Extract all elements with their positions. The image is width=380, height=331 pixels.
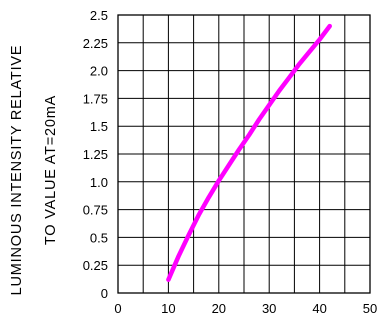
y-tick-label: 2.25 [83,36,108,51]
y-axis-label-line: TO VALUE AT=20mA [43,95,59,245]
y-tick-label: 0.75 [83,203,108,218]
y-tick-label: 0.5 [90,230,108,245]
y-tick-label: 1.5 [90,119,108,134]
x-tick-label: 10 [161,301,175,316]
plot-frame [117,14,371,294]
y-tick-label: 1.0 [90,175,108,190]
y-tick-label: 0 [101,286,108,301]
y-tick-labels: 0 0.25 0.5 0.75 1.0 1.25 1.5 1.75 2.0 2.25 2.5 [83,8,108,301]
x-tick-label: 0 [114,301,121,316]
y-tick-label: 0.25 [83,258,108,273]
y-axis-label: LUMINOUS INTENSITY RELATIVE TO VALUE AT=2… [9,45,59,296]
x-tick-labels: 0 10 20 30 40 50 [114,301,377,316]
x-tick-label: 30 [262,301,276,316]
y-tick-label: 1.25 [83,147,108,162]
y-tick-label: 1.75 [83,91,108,106]
series-layer [166,23,332,282]
y-tick-label: 2.0 [90,64,108,79]
x-tick-label: 20 [212,301,226,316]
x-tick-label: 40 [312,301,326,316]
y-tick-label: 2.5 [90,8,108,23]
x-tick-label: 50 [363,301,377,316]
grid [118,15,370,293]
series-line [166,23,332,282]
y-axis-label-line: LUMINOUS INTENSITY RELATIVE [9,45,25,296]
